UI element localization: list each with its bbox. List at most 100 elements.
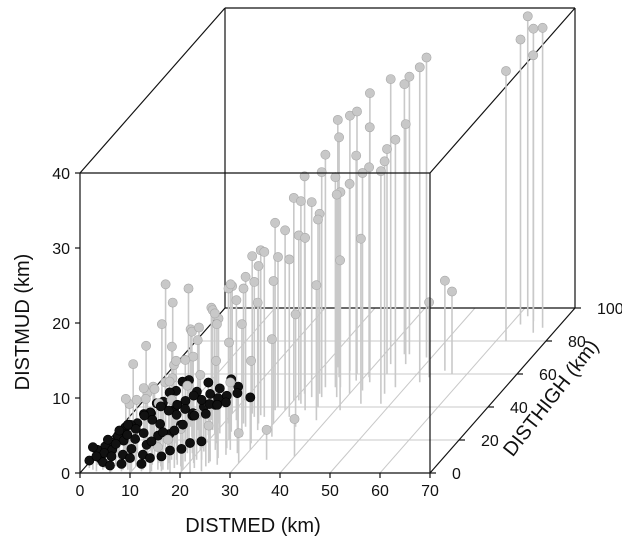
data-point [155,401,166,412]
y-tick-label: 0 [452,466,461,483]
data-point [176,443,187,454]
data-point [214,383,225,394]
data-point [522,11,533,22]
data-point [236,319,247,330]
data-point [351,150,362,161]
data-point [110,438,121,449]
x-tick-label: 60 [371,483,389,500]
data-point [185,438,195,448]
data-point [166,341,177,352]
data-point [330,172,341,183]
x-tick-label: 10 [121,483,139,500]
data-point [364,122,375,133]
data-point [240,271,251,282]
x-tick-label: 20 [171,483,189,500]
data-point [188,390,199,401]
data-point [261,424,272,435]
x-axis-label: DISTMED (km) [185,515,321,537]
data-point [247,251,258,261]
data-point [138,383,149,393]
data-point [123,419,133,430]
data-point [182,380,193,391]
box-edge [79,7,226,174]
data-point [131,394,142,405]
data-point [382,144,392,154]
data-point [139,410,150,421]
z-tick-label: 30 [52,241,70,258]
data-point [209,308,220,319]
data-point [157,427,168,438]
data-point [164,376,175,387]
data-point [289,414,300,424]
data-point [332,115,343,125]
box-edge [429,307,576,474]
data-point [439,275,450,286]
data-point [180,404,191,414]
data-point [238,283,249,294]
data-point [211,319,222,330]
data-point [320,149,331,160]
data-point [501,66,511,76]
data-point [103,434,113,445]
data-point [424,297,434,308]
data-point [352,106,362,117]
data-point [196,394,207,405]
data-point [379,156,390,167]
x-tick-label: 40 [271,483,289,500]
data-point [334,132,344,143]
data-point [306,197,317,207]
data-point [145,453,155,463]
data-point [270,217,280,228]
data-point [232,388,243,399]
data-point [414,62,425,73]
data-point [126,443,137,454]
data-point [177,419,188,430]
data-point [331,189,342,200]
data-point [106,451,117,462]
data-point [404,71,415,82]
data-point [231,295,242,306]
data-point [147,414,158,425]
data-point [138,428,149,438]
data-point [140,393,151,404]
data-point [224,337,234,348]
data-point [515,34,526,45]
data-point [152,442,163,453]
data-point [167,297,178,308]
data-point [156,319,167,330]
data-point [122,429,133,440]
grid-line-x [279,307,426,474]
y-tick-label: 80 [568,334,586,351]
data-point [205,389,216,399]
axis-ticks: 0 10 20 30 40 50 60 70 0 10 20 30 40 0 20 40 60 80 100 [52,166,622,500]
data-point [375,166,386,177]
data-point [163,405,174,416]
data-point [284,254,295,265]
data-point [268,276,279,286]
data-point [280,225,290,236]
data-point [225,279,236,290]
data-point [259,246,270,257]
data-point [91,451,102,462]
data-point [421,52,432,63]
data-point [125,453,135,463]
data-point [162,434,173,445]
y-tick-label: 40 [510,400,528,417]
data-point [116,458,127,469]
data-point [528,50,539,61]
data-point [128,359,139,369]
data-point [105,460,115,471]
data-point [171,355,181,366]
data-point [273,252,283,262]
data-point [344,178,355,189]
data-point [88,442,98,453]
y-tick-label: 60 [539,367,557,384]
data-point [311,280,322,291]
data-point [160,279,171,290]
data-point [203,420,214,431]
data-point [266,334,277,345]
data-point [183,283,194,294]
data-point [233,428,244,438]
data-point [246,355,256,366]
